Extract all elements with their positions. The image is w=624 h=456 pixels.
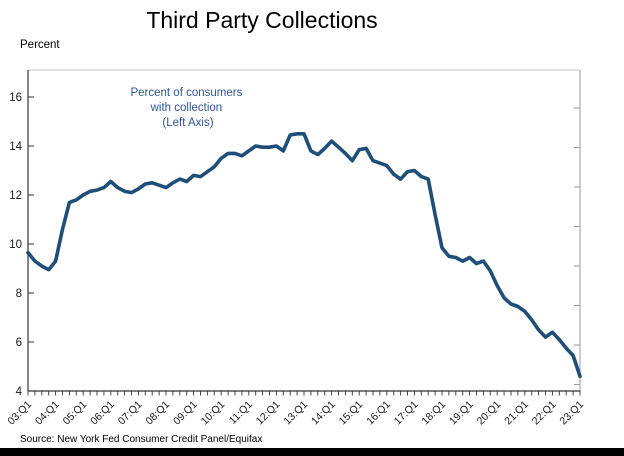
x-tick-label-07Q1: 07:Q1	[116, 399, 145, 428]
source-note: Source: New York Fed Consumer Credit Pan…	[20, 434, 262, 445]
annotation-line-2: with collection	[150, 102, 223, 114]
left-tick-label-16: 16	[9, 92, 22, 104]
x-tick-label-03Q1: 03:Q1	[5, 399, 34, 428]
left-tick-label-10: 10	[9, 239, 22, 251]
left-axis-ticks: 16 14 12 10 8 6 4	[9, 92, 34, 398]
collections-series-line	[26, 132, 582, 379]
x-tick-label-10Q1: 10:Q1	[199, 399, 228, 428]
left-tick-label-6: 6	[16, 337, 22, 349]
annotation-line-1: Percent of consumers	[130, 87, 242, 99]
x-tick-label-15Q1: 15:Q1	[337, 399, 366, 428]
plot-frame	[27, 69, 581, 392]
x-tick-label-08Q1: 08:Q1	[143, 399, 172, 428]
left-tick-label-14: 14	[9, 141, 22, 153]
bottom-axis-quarter-ticks	[27, 391, 581, 396]
x-tick-label-18Q1: 18:Q1	[419, 399, 448, 428]
left-tick-label-4: 4	[16, 386, 23, 398]
x-tick-label-06Q1: 06:Q1	[88, 399, 117, 428]
x-tick-label-20Q1: 20:Q1	[475, 399, 504, 428]
x-tick-label-16Q1: 16:Q1	[364, 399, 393, 428]
x-tick-label-05Q1: 05:Q1	[61, 399, 90, 428]
y-axis-unit-label: Percent	[20, 39, 60, 51]
bottom-axis-year-labels: 03:Q104:Q105:Q106:Q107:Q108:Q109:Q110:Q1…	[5, 399, 586, 428]
x-tick-label-14Q1: 14:Q1	[309, 399, 338, 428]
x-tick-label-19Q1: 19:Q1	[447, 399, 476, 428]
x-tick-label-12Q1: 12:Q1	[254, 399, 283, 428]
x-tick-label-22Q1: 22:Q1	[530, 399, 559, 428]
right-axis-ticks	[574, 107, 580, 385]
page-title: Third Party Collections	[146, 7, 377, 33]
x-tick-label-11Q1: 11:Q1	[227, 399, 255, 427]
x-tick-label-23Q1: 23:Q1	[557, 399, 586, 428]
left-tick-label-12: 12	[9, 190, 22, 202]
annotation-line-3: (Left Axis)	[162, 117, 213, 129]
x-tick-label-13Q1: 13:Q1	[281, 399, 310, 428]
x-tick-label-21Q1: 21:Q1	[502, 399, 531, 428]
series-annotation: Percent of consumers with collection (Le…	[130, 87, 245, 129]
left-tick-label-8: 8	[16, 288, 22, 300]
x-tick-label-04Q1: 04:Q1	[33, 399, 62, 428]
x-tick-label-09Q1: 09:Q1	[171, 399, 200, 428]
bottom-bar	[0, 448, 624, 456]
x-tick-label-17Q1: 17:Q1	[392, 399, 421, 428]
